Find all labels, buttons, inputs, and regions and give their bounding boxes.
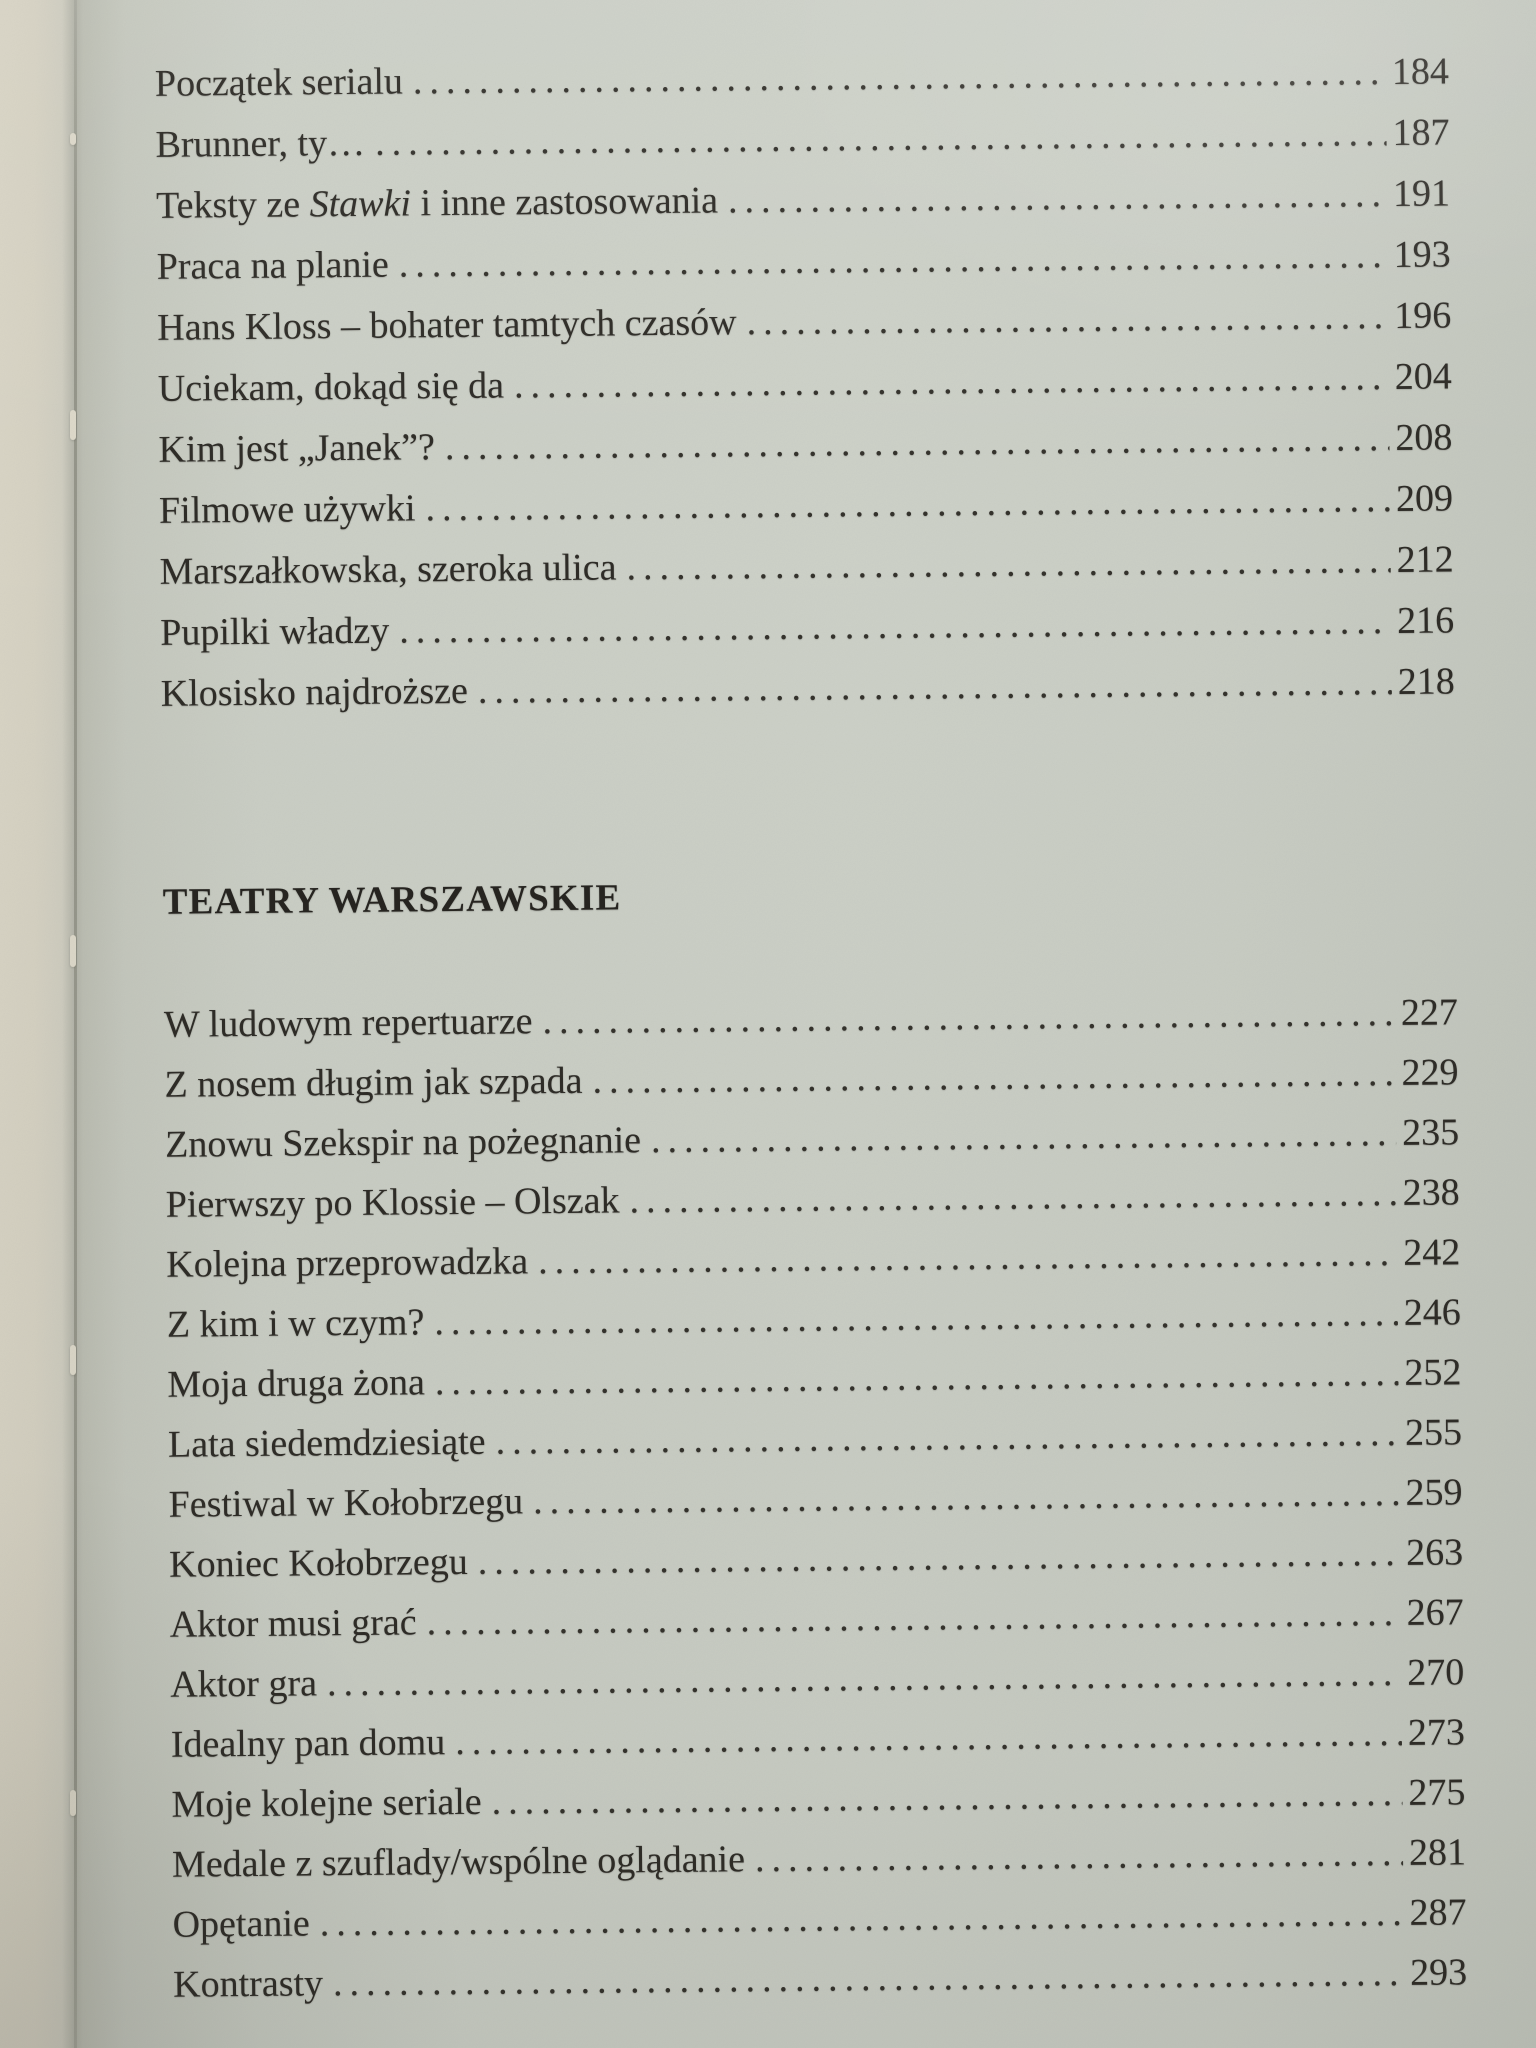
page-number: 267 [1406,1591,1464,1634]
toc-section: Początek serialu........................… [155,49,1455,732]
dot-leader: ........................................… [727,172,1388,222]
dot-leader: ........................................… [537,1230,1398,1283]
toc-entry-title: Kontrasty [172,1962,324,2006]
dot-leader: ........................................… [434,1350,1399,1404]
toc-row: Klosisko najdroższe.....................… [161,659,1456,732]
page-number: 255 [1404,1411,1463,1454]
dot-leader: ........................................… [434,1290,1399,1344]
toc-entry-title: Z kim i w czym? [166,1301,425,1346]
dot-leader: ........................................… [332,1950,1405,2005]
dot-leader: ........................................… [399,599,1392,652]
toc-entry-title: Znowu Szekspir na pożegnanie [164,1119,642,1166]
toc-entry-title: Brunner, ty… [155,121,366,166]
toc-entry-title: Hans Kloss – bohater tamtych czasów [157,301,737,349]
toc-entry-title: Lata siedemdziesiąte [167,1420,486,1466]
toc-entry-title: Praca na planie [156,243,390,288]
dot-leader: ........................................… [412,50,1387,103]
toc-section: TEATRY WARSZAWSKIE W ludowym repertuarze.… [163,868,1468,2022]
page-number: 293 [1409,1951,1468,1994]
dot-leader: ........................................… [477,659,1392,712]
dot-leader: ........................................… [426,1590,1401,1644]
dot-leader: ........................................… [444,416,1390,469]
page-number: 212 [1396,538,1454,581]
toc-entry-title: W ludowym repertuarze [163,1000,533,1046]
page-number: 238 [1402,1171,1460,1214]
toc-entry-title: Medale z szuflady/wspólne oglądanie [171,1838,746,1886]
page-number: 227 [1400,991,1459,1034]
dot-leader: ........................................… [650,1110,1397,1162]
toc-entry-title: Z nosem długim jak szpada [164,1059,583,1106]
dot-leader: ........................................… [477,1530,1401,1583]
page-number: 187 [1392,111,1450,154]
dot-leader: ........................................… [425,477,1391,530]
dot-leader: ........................................… [455,1710,1403,1764]
toc-entry-title: Pupilki władzy [160,609,390,654]
toc-entry-title: Aktor gra [170,1662,318,1706]
toc-entry-title: Festiwal w Kołobrzegu [168,1480,524,1526]
toc-entry-title: Teksty ze Stawki i inne zastosowania [155,179,719,227]
dot-leader: ........................................… [491,1770,1403,1823]
dot-leader: ........................................… [495,1410,1400,1463]
toc-row: Kontrasty...............................… [173,1950,1468,2022]
toc-entry-title: Początek serialu [154,60,404,105]
page-number: 281 [1408,1831,1467,1874]
page-number: 242 [1403,1231,1461,1274]
dot-leader: ........................................… [592,1050,1396,1102]
toc-entry-title: Moja druga żona [167,1361,426,1406]
dot-leader: ........................................… [626,538,1391,589]
page-number: 270 [1407,1651,1465,1694]
toc-entry-title: Idealny pan domu [170,1721,446,1766]
page-number: 209 [1395,477,1454,520]
page-number: 218 [1397,660,1455,703]
page-number: 193 [1393,233,1451,276]
toc-entry-title: Kolejna przeprowadzka [166,1240,529,1286]
page-number: 246 [1403,1291,1462,1334]
dot-leader: ........................................… [513,355,1390,407]
page-number: 184 [1391,50,1450,93]
page-number: 259 [1405,1471,1463,1514]
page-number: 273 [1407,1711,1466,1754]
toc-entry-title: Kim jest „Janek”? [158,426,436,471]
dot-leader: ........................................… [542,990,1396,1043]
page-number: 191 [1392,172,1451,215]
toc-entry-title: Klosisko najdroższe [160,669,469,715]
toc-entry-title: Moje kolejne seriale [171,1780,482,1826]
page-number: 229 [1401,1051,1459,1094]
section-heading: TEATRY WARSZAWSKIE [162,877,622,923]
page-number: 287 [1409,1891,1467,1934]
page-number: 216 [1396,599,1455,642]
toc-entry-title: Uciekam, dokąd się da [157,364,505,410]
toc-entry-title: Koniec Kołobrzegu [168,1540,468,1586]
page-number: 235 [1401,1111,1460,1154]
toc-entry-title: Marszałkowska, szeroka ulica [159,546,617,593]
toc-entry-title: Filmowe używki [158,487,416,532]
dot-leader: ........................................… [754,1830,1404,1881]
toc-entry-title: Pierwszy po Klossie – Olszak [165,1179,620,1226]
dot-leader: ........................................… [326,1650,1402,1705]
toc-entry-title: Opętanie [172,1902,310,1946]
dot-leader: ........................................… [398,233,1388,286]
page-number: 204 [1394,355,1453,398]
page-number: 252 [1404,1351,1462,1394]
dot-leader: ........................................… [746,294,1389,344]
toc-entry-title: Aktor musi grać [169,1601,417,1646]
page-number: 208 [1395,416,1453,459]
page-number: 275 [1408,1771,1466,1814]
dot-leader: ........................................… [532,1470,1400,1523]
page-number: 263 [1405,1531,1464,1574]
dot-leader: ........................................… [629,1170,1397,1222]
page-number: 196 [1394,294,1452,337]
dot-leader: ........................................… [374,111,1387,164]
dot-leader: ........................................… [319,1890,1404,1945]
